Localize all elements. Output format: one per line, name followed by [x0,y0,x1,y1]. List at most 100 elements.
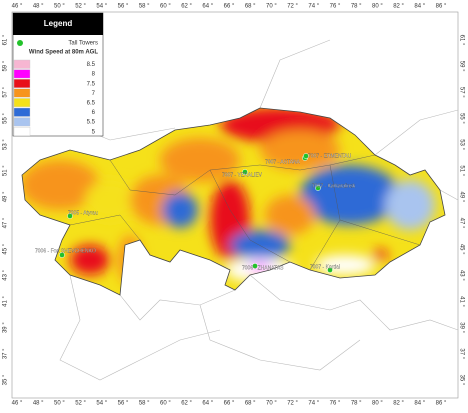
lat-label: 57 ° [458,87,464,98]
legend-towers: Tall Towers [68,41,98,47]
lon-label: 48 ° [33,4,44,10]
lat-label: 61 ° [458,35,464,46]
tower-marker [315,185,321,191]
tower-marker [59,252,65,258]
lon-label: 82 ° [393,401,404,407]
lat-label: 55 ° [3,112,9,123]
lat-label: 51 ° [458,165,464,176]
lon-label: 62 ° [181,401,192,407]
lat-label: 45 ° [458,244,464,255]
legend-class: 5.5 [87,120,96,126]
lon-label: 60 ° [160,401,171,407]
tower-marker [327,267,333,273]
lon-label: 56 ° [118,401,129,407]
lat-label: 37 ° [3,348,9,359]
tower-symbol [17,40,23,46]
lon-label: 80 ° [372,4,383,10]
lon-label: 86 ° [436,4,447,10]
lat-label: 57 ° [3,86,9,97]
tower-label: 7007 - Kordai [310,264,340,270]
legend-class: 6 [92,110,96,116]
lat-label: 59 ° [3,60,9,71]
lat-label: 35 ° [3,374,9,385]
legend-swatch [13,107,31,117]
legend-class: 5 [92,129,96,135]
lat-label: 51 ° [3,165,9,176]
tower-marker [67,213,73,219]
tower-label: 7007 - ERMENTAU [308,153,352,159]
lon-label: 82 ° [393,4,404,10]
lon-label: 78 ° [351,401,362,407]
lat-label: 45 ° [3,243,9,254]
lon-label: 54 ° [96,401,107,407]
lon-label: 80 ° [372,401,383,407]
lon-label: 54 ° [96,4,107,10]
lat-label: 41 ° [3,296,9,307]
legend-class: 7 [92,91,96,97]
lon-label: 52 ° [75,401,86,407]
region-borders [69,154,421,271]
lon-label: 86 ° [436,401,447,407]
legend-class: 8 [92,72,96,78]
lon-label: 84 ° [414,4,425,10]
legend-class: 8.5 [87,62,96,68]
legend-swatch [13,78,31,88]
lon-label: 72 ° [287,401,298,407]
lon-label: 74 ° [308,401,319,407]
lon-label: 64 ° [202,4,213,10]
lon-label: 68 ° [245,401,256,407]
lon-label: 84 ° [414,401,425,407]
lat-label: 53 ° [3,139,9,150]
lat-label: 37 ° [458,348,464,359]
lon-label: 66 ° [224,4,235,10]
legend-swatch [13,98,31,108]
lon-label: 62 ° [181,4,192,10]
lat-label: 39 ° [3,322,9,333]
lon-label: 76 ° [330,401,341,407]
lon-label: 78 ° [351,4,362,10]
tower-label: 7005 - Atyrau [68,210,98,216]
lat-label: 61 ° [3,34,9,45]
tower-label: 7007 - YERALIEV [222,172,263,178]
lon-label: 60 ° [160,4,171,10]
lon-label: 58 ° [139,4,150,10]
lat-label: 39 ° [458,322,464,333]
lon-label: 72 ° [287,4,298,10]
lat-label: 53 ° [458,139,464,150]
lon-label: 58 ° [139,401,150,407]
lat-label: 41 ° [458,296,464,307]
legend-swatch [13,117,31,127]
lat-label: 49 ° [3,191,9,202]
lon-label: 50 ° [54,401,65,407]
tower-marker [252,263,258,269]
lon-label: 46 ° [12,401,23,407]
lon-label: 46 ° [12,4,23,10]
lat-label: 43 ° [458,270,464,281]
lon-label: 66 ° [224,401,235,407]
legend-class: 7.5 [87,81,96,87]
legend-subtitle: Wind Speed at 80m AGL [29,50,98,56]
legend-swatch [13,126,31,136]
tower-marker [303,153,309,159]
legend-swatch [13,88,31,98]
lon-label: 76 ° [330,4,341,10]
lat-label: 47 ° [3,217,9,228]
lon-label: 68 ° [245,4,256,10]
lat-label: 55 ° [458,113,464,124]
lat-label: 47 ° [458,218,464,229]
legend-swatch [13,69,31,79]
lon-label: 56 ° [118,4,129,10]
lon-label: 52 ° [75,4,86,10]
lon-label: 64 ° [202,401,213,407]
legend-title: Legend [44,19,73,28]
tower-label: 7007 - ASTANA [265,159,301,165]
lat-label: 59 ° [458,61,464,72]
legend-header [13,13,103,35]
lat-label: 43 ° [3,269,9,280]
lon-label: 74 ° [308,4,319,10]
tower-label: 7006 - ZHANATAS [242,265,284,271]
tower-label: 7006 - Fort SHEVCHENKO [35,248,96,254]
lat-label: 49 ° [458,192,464,203]
legend-class: 6.5 [87,100,96,106]
